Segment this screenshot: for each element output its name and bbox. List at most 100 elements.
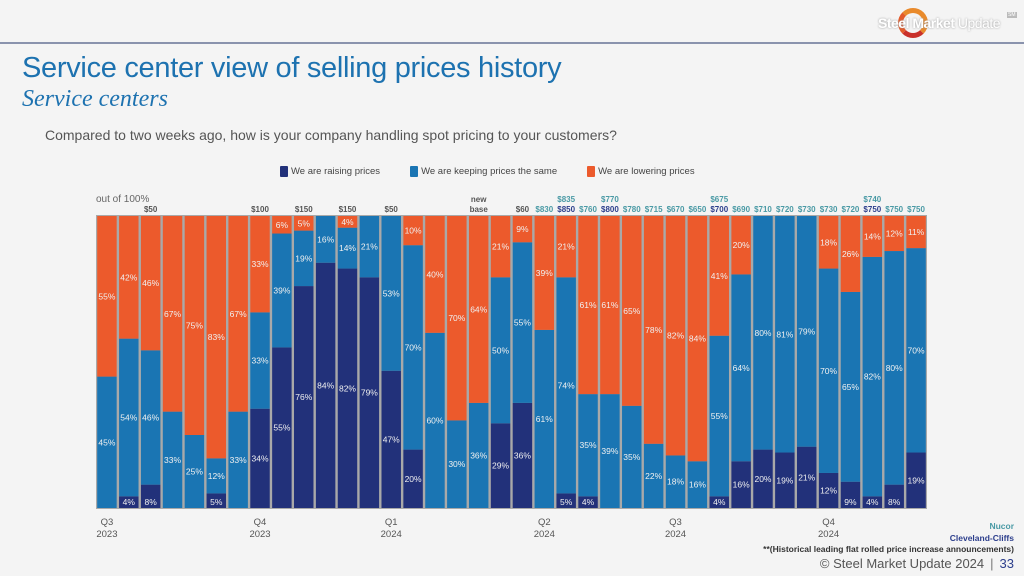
data-label: 84% <box>689 334 706 344</box>
bar-segment-raising <box>709 496 729 508</box>
legend-item-same: We are keeping prices the same <box>410 166 557 177</box>
bar-segment-raising <box>840 481 861 508</box>
bar-segment-lowering <box>97 216 117 377</box>
price-annotation-upper: $740 <box>863 195 881 204</box>
bar-segment-raising <box>140 484 161 508</box>
data-label: 55% <box>273 423 290 433</box>
price-annotation: $830 <box>535 205 553 214</box>
bar-segment-lowering <box>447 216 467 421</box>
bar-segment-same <box>796 216 817 447</box>
bar-segment-lowering <box>468 216 489 403</box>
price-annotation: $720 <box>842 205 860 214</box>
x-tick-label: 2023 <box>249 529 270 540</box>
price-annotation: $100 <box>251 205 269 214</box>
data-label: 78% <box>645 325 662 335</box>
bar-segment-raising <box>403 449 423 508</box>
separator: | <box>990 556 994 571</box>
legend-label-lowering: We are lowering prices <box>598 166 695 177</box>
bar-segment-raising <box>818 472 839 508</box>
bar-segment-raising <box>250 408 270 508</box>
data-label: 35% <box>580 440 597 450</box>
data-label: 65% <box>623 306 640 316</box>
data-label: 12% <box>208 471 225 481</box>
bar-segment-raising <box>731 461 751 508</box>
logo-ring-icon <box>898 8 928 38</box>
data-label: 70% <box>908 345 925 355</box>
data-label: 34% <box>252 453 269 463</box>
logo-mark: SM <box>1007 12 1017 18</box>
data-label: 4% <box>582 497 595 507</box>
bar-segment-raising <box>775 452 795 508</box>
data-label: 41% <box>711 271 728 281</box>
legend-note-cliffs: Cleveland-Cliffs <box>949 533 1014 543</box>
footnote: **(Historical leading flat rolled price … <box>763 544 1014 554</box>
price-annotation: $780 <box>623 205 641 214</box>
x-tick-label: Q3 <box>101 517 114 528</box>
legend-swatch-raising <box>280 166 288 177</box>
bar-segment-raising <box>294 286 314 508</box>
x-tick-label: 2024 <box>381 529 402 540</box>
data-label: 39% <box>273 285 290 295</box>
data-label: 18% <box>667 477 684 487</box>
header-divider <box>0 42 1024 44</box>
x-tick-label: 2024 <box>818 529 839 540</box>
bar-segment-lowering <box>403 216 423 246</box>
data-label: 8% <box>888 497 901 507</box>
legend-label-same: We are keeping prices the same <box>421 166 558 177</box>
bar-segment-same <box>622 405 642 508</box>
bar-segment-raising <box>578 496 598 508</box>
data-label: 14% <box>339 243 356 253</box>
bar-segment-same <box>884 251 904 485</box>
data-label: 4% <box>123 497 136 507</box>
bar-segment-same <box>490 277 511 424</box>
price-annotation: $60 <box>516 205 530 214</box>
bar-segment-lowering <box>906 216 926 249</box>
data-label: 55% <box>514 318 531 328</box>
data-label: 65% <box>842 382 859 392</box>
bar-segment-same <box>512 242 533 403</box>
data-label: 16% <box>733 480 750 490</box>
bar-segment-same <box>184 435 205 508</box>
bar-segment-lowering <box>184 216 205 435</box>
data-label: 16% <box>689 480 706 490</box>
data-label: 29% <box>492 461 509 471</box>
price-annotation-upper: $770 <box>601 195 619 204</box>
bar-segment-lowering <box>490 216 511 278</box>
logo-text: Steel Market Update <box>878 15 1001 31</box>
bar-segment-lowering <box>140 216 161 351</box>
data-label: 19% <box>295 253 312 263</box>
data-label: 61% <box>536 414 553 424</box>
data-label: 36% <box>514 450 531 460</box>
bar-segment-same <box>97 376 117 508</box>
data-label: 26% <box>842 249 859 259</box>
price-annotation-upper: $835 <box>557 195 575 204</box>
price-annotation: $715 <box>645 205 663 214</box>
bar-segment-same <box>272 233 292 348</box>
bar-segment-same <box>578 394 598 497</box>
data-label: 20% <box>733 240 750 250</box>
bar-segment-same <box>250 312 270 409</box>
data-label: 33% <box>230 455 247 465</box>
logo-text-light: Update <box>957 15 1001 31</box>
bar-segment-lowering <box>337 216 358 228</box>
data-label: 30% <box>448 459 465 469</box>
bar-segment-raising <box>359 277 380 508</box>
data-label: 16% <box>317 234 334 244</box>
bar-segment-same <box>840 291 861 482</box>
data-label: 4% <box>713 497 726 507</box>
bar-segment-same <box>468 402 489 508</box>
data-label: 35% <box>623 452 640 462</box>
data-label: 47% <box>383 434 400 444</box>
x-tick-label: Q2 <box>538 517 551 528</box>
data-label: 46% <box>142 278 159 288</box>
bar-segment-lowering <box>425 216 445 333</box>
bar-segment-raising <box>206 493 227 508</box>
x-tick-label: 2024 <box>665 529 686 540</box>
bar-segment-same <box>294 230 314 287</box>
legend-item-raising: We are raising prices <box>280 166 380 177</box>
data-label: 9% <box>516 224 529 234</box>
data-label: 84% <box>317 380 334 390</box>
bar-segment-same <box>162 411 183 508</box>
data-label: 19% <box>908 475 925 485</box>
